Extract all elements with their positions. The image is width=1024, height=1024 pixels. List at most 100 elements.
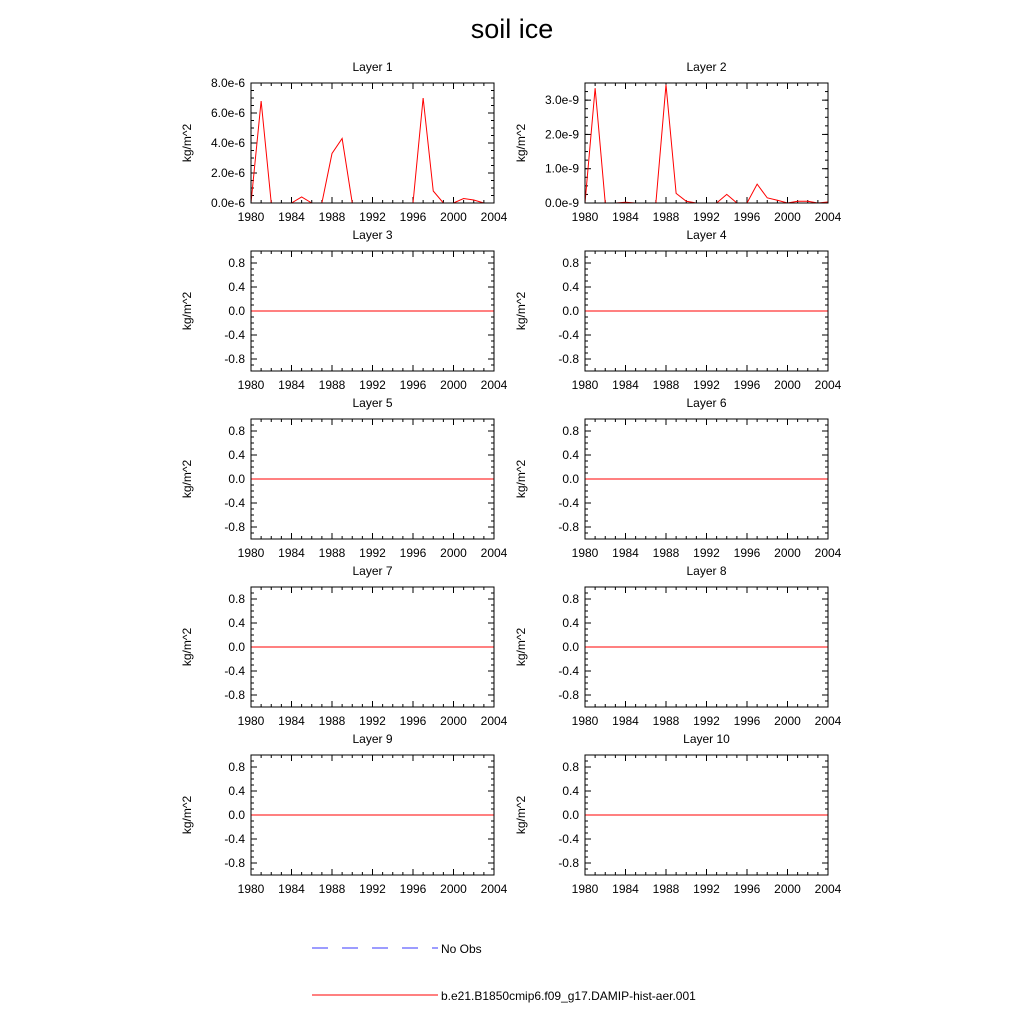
x-tick-label: 1992 bbox=[693, 210, 720, 224]
panel-title: Layer 8 bbox=[686, 564, 726, 578]
series-line bbox=[584, 84, 829, 204]
x-tick-label: 1992 bbox=[693, 378, 720, 392]
y-tick-label: -0.8 bbox=[224, 856, 245, 870]
panel-title: Layer 4 bbox=[686, 228, 726, 242]
figure-title: soil ice bbox=[470, 14, 554, 44]
x-tick-label: 1988 bbox=[319, 882, 346, 896]
x-tick-label: 1984 bbox=[278, 714, 305, 728]
x-tick-label: 1988 bbox=[319, 714, 346, 728]
y-tick-label: 0.8 bbox=[562, 424, 579, 438]
y-tick-label: 0.0e-6 bbox=[211, 196, 245, 210]
x-tick-label: 1996 bbox=[400, 546, 427, 560]
panel-3: Layer 3 kg/m^2 1980 1984 1988 1992 1996 2000 200… bbox=[180, 228, 508, 392]
panel-2: Layer 2 kg/m^2 1980 1984 1988 1992 1996 2000 200… bbox=[514, 60, 842, 224]
x-tick-label: 1992 bbox=[693, 714, 720, 728]
y-tick-label: -0.4 bbox=[224, 832, 245, 846]
x-tick-label: 1988 bbox=[319, 378, 346, 392]
x-tick-label: 2000 bbox=[774, 882, 801, 896]
x-tick-label: 2000 bbox=[774, 546, 801, 560]
y-tick-label: 0.0 bbox=[228, 808, 245, 822]
panel-title: Layer 1 bbox=[352, 60, 392, 74]
plot-frame bbox=[584, 418, 829, 540]
y-tick-label: 0.0e-9 bbox=[545, 196, 579, 210]
x-tick-label: 1992 bbox=[359, 714, 386, 728]
x-tick-label: 1992 bbox=[693, 882, 720, 896]
x-tick-label: 2000 bbox=[440, 882, 467, 896]
y-tick-label: 0.4 bbox=[228, 448, 245, 462]
x-tick-label: 1996 bbox=[734, 546, 761, 560]
x-tick-label: 1988 bbox=[653, 882, 680, 896]
x-tick-label: 1980 bbox=[572, 546, 599, 560]
x-tick-label: 1988 bbox=[653, 378, 680, 392]
y-tick-label: 0.0 bbox=[562, 304, 579, 318]
y-tick-label: -0.8 bbox=[558, 520, 579, 534]
y-axis-label: kg/m^2 bbox=[180, 796, 194, 835]
plot-frame bbox=[250, 82, 495, 204]
x-tick-label: 2004 bbox=[815, 546, 842, 560]
y-tick-label: 2.0e-6 bbox=[211, 166, 245, 180]
x-tick-label: 1996 bbox=[734, 210, 761, 224]
y-tick-label: 0.4 bbox=[562, 280, 579, 294]
x-tick-label: 2004 bbox=[815, 882, 842, 896]
x-tick-label: 2000 bbox=[440, 714, 467, 728]
x-tick-label: 2004 bbox=[481, 714, 508, 728]
x-tick-label: 1980 bbox=[238, 210, 265, 224]
x-tick-label: 1988 bbox=[653, 546, 680, 560]
x-tick-label: 1992 bbox=[359, 210, 386, 224]
x-tick-label: 2004 bbox=[481, 210, 508, 224]
plot-frame bbox=[250, 754, 495, 876]
x-tick-label: 1980 bbox=[238, 378, 265, 392]
x-tick-label: 1984 bbox=[612, 714, 639, 728]
x-tick-label: 1984 bbox=[278, 378, 305, 392]
y-tick-label: 0.0 bbox=[562, 640, 579, 654]
x-tick-label: 2000 bbox=[440, 546, 467, 560]
x-tick-label: 1984 bbox=[612, 546, 639, 560]
y-axis-label: kg/m^2 bbox=[514, 628, 528, 667]
y-tick-label: 0.4 bbox=[562, 616, 579, 630]
x-tick-label: 2004 bbox=[815, 210, 842, 224]
plot-frame bbox=[584, 82, 829, 204]
plot-frame bbox=[584, 250, 829, 372]
y-tick-label: 0.0 bbox=[228, 472, 245, 486]
panel-10: Layer 10 kg/m^2 1980 1984 1988 1992 1996 2000 20… bbox=[514, 732, 842, 896]
y-tick-label: 0.8 bbox=[228, 592, 245, 606]
panel-9: Layer 9 kg/m^2 1980 1984 1988 1992 1996 2000 200… bbox=[180, 732, 508, 896]
panel-7: Layer 7 kg/m^2 1980 1984 1988 1992 1996 2000 200… bbox=[180, 564, 508, 728]
x-tick-label: 2004 bbox=[815, 714, 842, 728]
y-tick-label: -0.8 bbox=[224, 520, 245, 534]
plot-frame bbox=[584, 754, 829, 876]
panel-6: Layer 6 kg/m^2 1980 1984 1988 1992 1996 2000 200… bbox=[514, 396, 842, 560]
x-tick-label: 2004 bbox=[481, 546, 508, 560]
plot-frame bbox=[250, 586, 495, 708]
y-axis-label: kg/m^2 bbox=[180, 292, 194, 331]
x-tick-label: 1992 bbox=[693, 546, 720, 560]
x-tick-label: 1992 bbox=[359, 882, 386, 896]
x-tick-label: 2004 bbox=[815, 378, 842, 392]
x-tick-label: 1980 bbox=[572, 882, 599, 896]
y-tick-label: -0.4 bbox=[558, 832, 579, 846]
plot-frame bbox=[584, 586, 829, 708]
x-tick-label: 2004 bbox=[481, 378, 508, 392]
plot-frame bbox=[250, 250, 495, 372]
y-axis-label: kg/m^2 bbox=[180, 124, 194, 163]
y-tick-label: 0.8 bbox=[562, 592, 579, 606]
y-tick-label: -0.8 bbox=[558, 856, 579, 870]
y-axis-label: kg/m^2 bbox=[514, 796, 528, 835]
y-tick-label: -0.8 bbox=[558, 688, 579, 702]
x-tick-label: 1992 bbox=[359, 378, 386, 392]
y-tick-label: 0.8 bbox=[562, 256, 579, 270]
x-tick-label: 1980 bbox=[238, 714, 265, 728]
y-tick-label: 4.0e-6 bbox=[211, 136, 245, 150]
y-axis-label: kg/m^2 bbox=[514, 124, 528, 163]
y-tick-label: 0.0 bbox=[228, 304, 245, 318]
y-tick-label: 0.0 bbox=[562, 472, 579, 486]
panel-title: Layer 6 bbox=[686, 396, 726, 410]
x-tick-label: 1996 bbox=[400, 882, 427, 896]
y-tick-label: -0.4 bbox=[224, 496, 245, 510]
y-tick-label: 0.4 bbox=[562, 448, 579, 462]
y-tick-label: -0.8 bbox=[224, 352, 245, 366]
y-tick-label: 0.0 bbox=[562, 808, 579, 822]
y-tick-label: -0.4 bbox=[558, 664, 579, 678]
y-tick-label: 0.0 bbox=[228, 640, 245, 654]
